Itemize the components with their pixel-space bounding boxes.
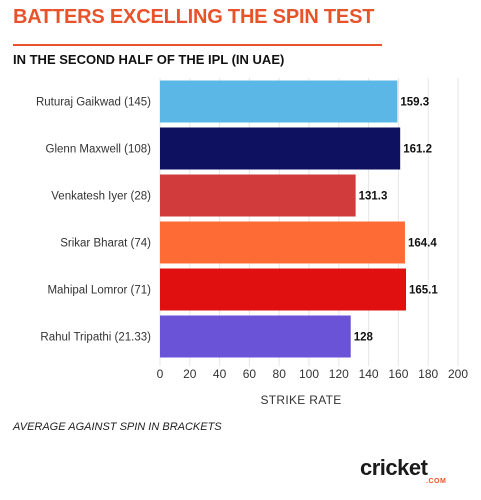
x-tick-label-100: 100 (299, 367, 319, 381)
category-label-4: Mahipal Lomror (71) (47, 285, 151, 297)
x-tick-label-140: 140 (359, 367, 379, 381)
category-label-2: Venkatesh Iyer (28) (51, 191, 151, 203)
category-labels: Ruturaj Gaikwad (145) Glenn Maxwell (108)… (36, 97, 151, 344)
cricket-com-logo: cricket .COM (360, 455, 460, 489)
x-axis-ticks: 0 20 40 60 80 100 120 140 160 180 200 (157, 367, 469, 381)
x-axis-title: STRIKE RATE (260, 393, 341, 407)
value-label-2: 131.3 (359, 191, 388, 203)
logo-sub: .COM (426, 478, 447, 485)
bar-5 (160, 315, 351, 358)
x-tick-label-80: 80 (273, 367, 287, 381)
title-underline (13, 44, 382, 46)
value-label-3: 164.4 (408, 238, 437, 250)
footnote: AVERAGE AGAINST SPIN IN BRACKETS (13, 421, 222, 433)
x-tick-label-0: 0 (157, 367, 164, 381)
bar-2 (160, 174, 356, 217)
bar-chart: Ruturaj Gaikwad (145) Glenn Maxwell (108)… (36, 78, 469, 407)
category-label-0: Ruturaj Gaikwad (145) (36, 97, 151, 109)
logo-text: cricket (360, 455, 428, 480)
bar-3 (160, 221, 405, 264)
category-label-5: Rahul Tripathi (21.33) (40, 332, 151, 344)
x-tick-label-20: 20 (183, 367, 197, 381)
bar-4 (160, 268, 406, 311)
value-label-1: 161.2 (403, 144, 432, 156)
chart-title: BATTERS EXCELLING THE SPIN TEST (13, 6, 375, 28)
category-label-1: Glenn Maxwell (108) (46, 144, 152, 156)
value-label-5: 128 (354, 332, 374, 344)
x-tick-label-60: 60 (243, 367, 257, 381)
value-labels: 159.3 161.2 131.3 164.4 165.1 128 (354, 97, 439, 344)
x-tick-label-120: 120 (329, 367, 349, 381)
bar-1 (160, 127, 401, 170)
bars (160, 80, 406, 358)
chart-subtitle: IN THE SECOND HALF OF THE IPL (IN UAE) (13, 52, 285, 67)
category-label-3: Srikar Bharat (74) (60, 238, 151, 250)
x-tick-label-40: 40 (213, 367, 227, 381)
x-tick-label-180: 180 (418, 367, 438, 381)
x-tick-label-160: 160 (388, 367, 408, 381)
x-tick-label-200: 200 (448, 367, 468, 381)
value-label-4: 165.1 (409, 285, 438, 297)
value-label-0: 159.3 (400, 97, 429, 109)
bar-0 (160, 80, 398, 123)
